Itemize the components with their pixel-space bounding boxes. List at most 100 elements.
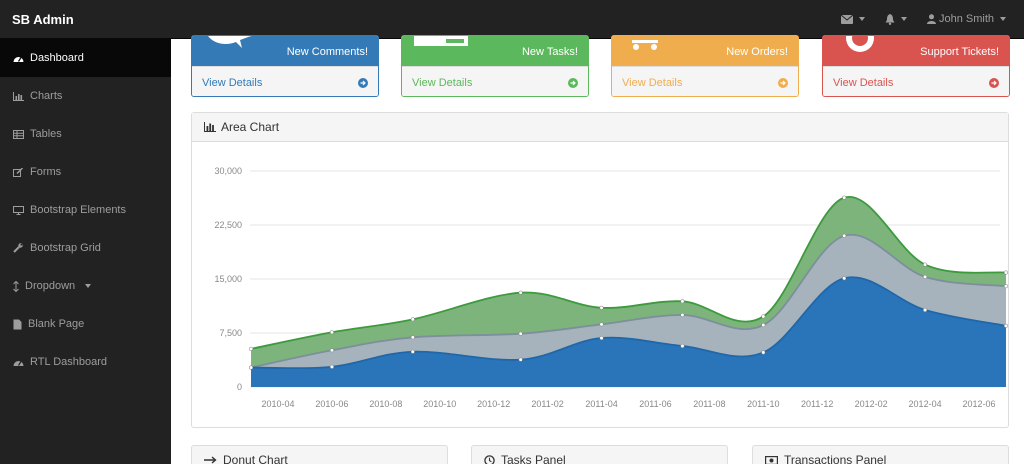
x-tick-label: 2011-10 — [747, 399, 779, 409]
shopping-cart-icon — [632, 40, 658, 50]
view-details-link[interactable]: View Details — [823, 66, 1009, 96]
edit-icon — [13, 167, 24, 177]
card-orders: New Orders! View Details — [611, 35, 799, 97]
data-point[interactable] — [599, 305, 604, 310]
sidebar-item-bootstrap-grid[interactable]: Bootstrap Grid — [0, 229, 171, 267]
support-icon — [846, 36, 874, 52]
card-label: New Comments! — [286, 46, 368, 58]
sidebar: Dashboard Charts Tables Forms Bootstrap … — [0, 39, 171, 464]
x-tick-label: 2012-02 — [855, 399, 888, 409]
view-details-link[interactable]: View Details — [402, 66, 588, 96]
bar-chart-icon — [13, 91, 24, 101]
top-navbar: SB Admin John Smith — [0, 0, 1024, 39]
data-point[interactable] — [410, 335, 415, 340]
view-details-link[interactable]: View Details — [612, 66, 798, 96]
chevron-down-icon — [858, 17, 865, 21]
sidebar-item-label: Bootstrap Elements — [30, 204, 126, 216]
card-label: New Tasks! — [521, 46, 578, 58]
donut-chart-panel: Donut Chart — [191, 445, 448, 464]
bell-icon — [885, 13, 895, 25]
brand-link[interactable]: SB Admin — [12, 11, 74, 27]
area-series-line — [250, 233, 1007, 369]
arrow-circle-right-icon — [358, 77, 368, 88]
sidebar-item-bootstrap-elements[interactable]: Bootstrap Elements — [0, 191, 171, 229]
wrench-icon — [13, 243, 23, 253]
data-point[interactable] — [680, 312, 685, 318]
data-point[interactable] — [680, 343, 685, 349]
money-icon — [765, 455, 778, 464]
sidebar-item-dashboard[interactable]: Dashboard — [0, 39, 171, 77]
comments-icon — [208, 36, 252, 48]
data-point[interactable] — [761, 314, 766, 319]
sidebar-item-label: Dropdown — [25, 280, 76, 292]
data-point[interactable] — [518, 331, 523, 336]
data-point[interactable] — [518, 357, 523, 362]
sidebar-item-tables[interactable]: Tables — [0, 115, 171, 153]
x-tick-label: 2012-04 — [909, 399, 942, 409]
x-tick-label: 2011-02 — [531, 399, 563, 409]
data-point[interactable] — [410, 317, 415, 322]
messages-dropdown[interactable] — [831, 0, 875, 38]
x-tick-label: 2010-06 — [315, 399, 348, 409]
x-tick-label: 2011-04 — [585, 399, 617, 409]
view-details-label: View Details — [833, 76, 894, 89]
data-point[interactable] — [599, 335, 604, 341]
sidebar-item-label: Charts — [30, 90, 63, 102]
tasks-panel: Tasks Panel — [471, 445, 728, 464]
data-point[interactable] — [761, 350, 766, 355]
user-dropdown[interactable]: John Smith — [917, 0, 1016, 38]
data-point[interactable] — [680, 299, 685, 304]
y-tick-label: 30,000 — [214, 166, 242, 176]
data-point[interactable] — [842, 233, 847, 238]
arrows-v-icon — [13, 280, 19, 292]
sidebar-item-forms[interactable]: Forms — [0, 153, 171, 191]
x-tick-label: 2011-08 — [693, 399, 725, 409]
x-tick-label: 2010-04 — [261, 399, 294, 409]
data-point[interactable] — [761, 323, 766, 328]
data-point[interactable] — [410, 349, 415, 354]
arrow-circle-right-icon — [568, 77, 578, 88]
table-icon — [13, 129, 24, 139]
data-point[interactable] — [923, 307, 928, 313]
data-point[interactable] — [599, 322, 604, 327]
sidebar-item-blank-page[interactable]: Blank Page — [0, 305, 171, 343]
data-point[interactable] — [329, 330, 334, 335]
data-point[interactable] — [923, 262, 928, 267]
data-point[interactable] — [248, 365, 254, 370]
user-name: John Smith — [938, 13, 994, 25]
desktop-icon — [13, 205, 24, 215]
data-point[interactable] — [1003, 284, 1009, 289]
chevron-down-icon — [85, 284, 92, 288]
envelope-icon — [840, 14, 853, 24]
area-series-fill — [251, 277, 1006, 387]
dashboard-icon — [13, 56, 24, 62]
card-label: Support Tickets! — [920, 46, 999, 58]
x-tick-label: 2011-06 — [639, 399, 671, 409]
card-tasks: New Tasks! View Details — [401, 35, 589, 97]
data-point[interactable] — [842, 195, 847, 200]
data-point[interactable] — [518, 290, 523, 295]
data-point[interactable] — [1003, 270, 1009, 275]
data-point[interactable] — [1003, 323, 1009, 328]
alerts-dropdown[interactable] — [875, 0, 917, 38]
chevron-down-icon — [1000, 17, 1006, 21]
sidebar-item-rtl-dashboard[interactable]: RTL Dashboard — [0, 343, 171, 381]
sidebar-item-label: RTL Dashboard — [30, 356, 108, 368]
view-details-link[interactable]: View Details — [192, 66, 378, 96]
card-label: New Orders! — [726, 46, 788, 58]
x-tick-label: 2012-06 — [962, 399, 995, 409]
view-details-label: View Details — [412, 76, 473, 89]
sidebar-item-dropdown[interactable]: Dropdown — [0, 267, 171, 305]
data-point[interactable] — [329, 364, 334, 369]
panel-title: Donut Chart — [223, 453, 288, 464]
area-chart-panel: Area Chart 0 7,500 15,000 22,500 30,000 2010-… — [191, 112, 1009, 428]
data-point[interactable] — [842, 276, 847, 281]
data-point[interactable] — [923, 274, 928, 279]
sidebar-item-label: Tables — [30, 128, 62, 140]
bar-chart-icon — [204, 122, 216, 132]
sidebar-item-charts[interactable]: Charts — [0, 77, 171, 115]
long-arrow-right-icon — [204, 456, 217, 464]
x-tick-label: 2010-12 — [477, 399, 510, 409]
data-point[interactable] — [248, 346, 254, 351]
data-point[interactable] — [329, 348, 334, 353]
